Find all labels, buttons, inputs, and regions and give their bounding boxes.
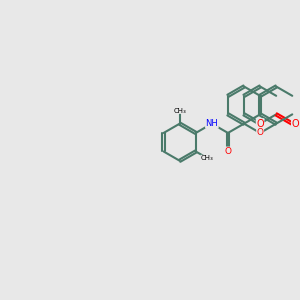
Text: CH₃: CH₃: [173, 108, 186, 114]
Text: O: O: [291, 119, 299, 129]
Text: CH₃: CH₃: [201, 155, 213, 161]
Text: O: O: [256, 119, 264, 129]
Text: NH: NH: [206, 119, 218, 128]
Text: O: O: [256, 128, 264, 137]
Text: O: O: [224, 147, 232, 156]
